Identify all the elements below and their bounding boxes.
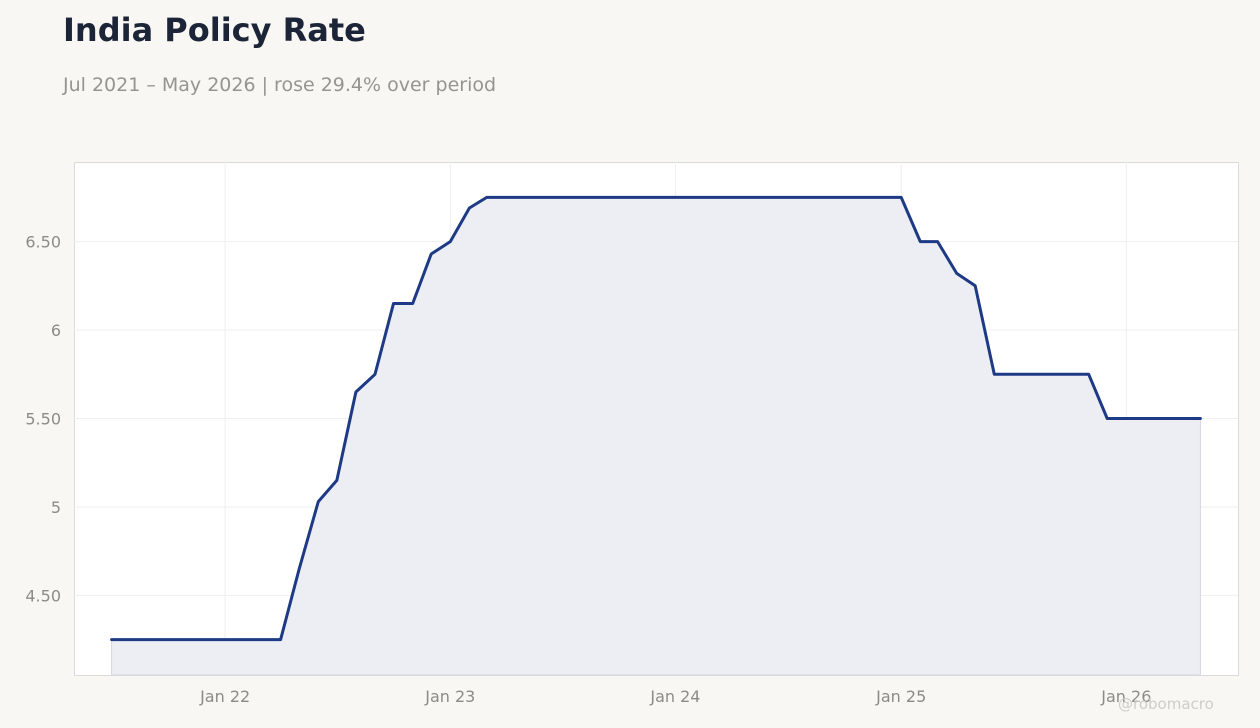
y-tick-label: 6 [51,321,61,340]
y-tick-label: 6.50 [25,233,61,252]
y-tick-label: 5 [51,498,61,517]
x-tick-label: Jan 23 [424,687,475,706]
y-tick-label: 5.50 [25,410,61,429]
x-tick-label: Jan 25 [875,687,926,706]
y-tick-label: 4.50 [25,586,61,605]
y-axis-ticks: 4.50 5 5.50 6 6.50 [25,233,61,606]
chart-subtitle: Jul 2021 – May 2026 | rose 29.4% over pe… [63,74,497,96]
chart-title: India Policy Rate [63,11,366,49]
watermark: @robomacro [1118,695,1214,713]
x-axis-ticks: Jan 22 Jan 23 Jan 24 Jan 25 Jan 26 [199,687,1151,706]
series-line [110,195,1202,642]
x-tick-label: Jan 26 [1100,687,1151,706]
x-tick-label: Jan 22 [199,687,250,706]
x-tick-label: Jan 24 [649,687,700,706]
